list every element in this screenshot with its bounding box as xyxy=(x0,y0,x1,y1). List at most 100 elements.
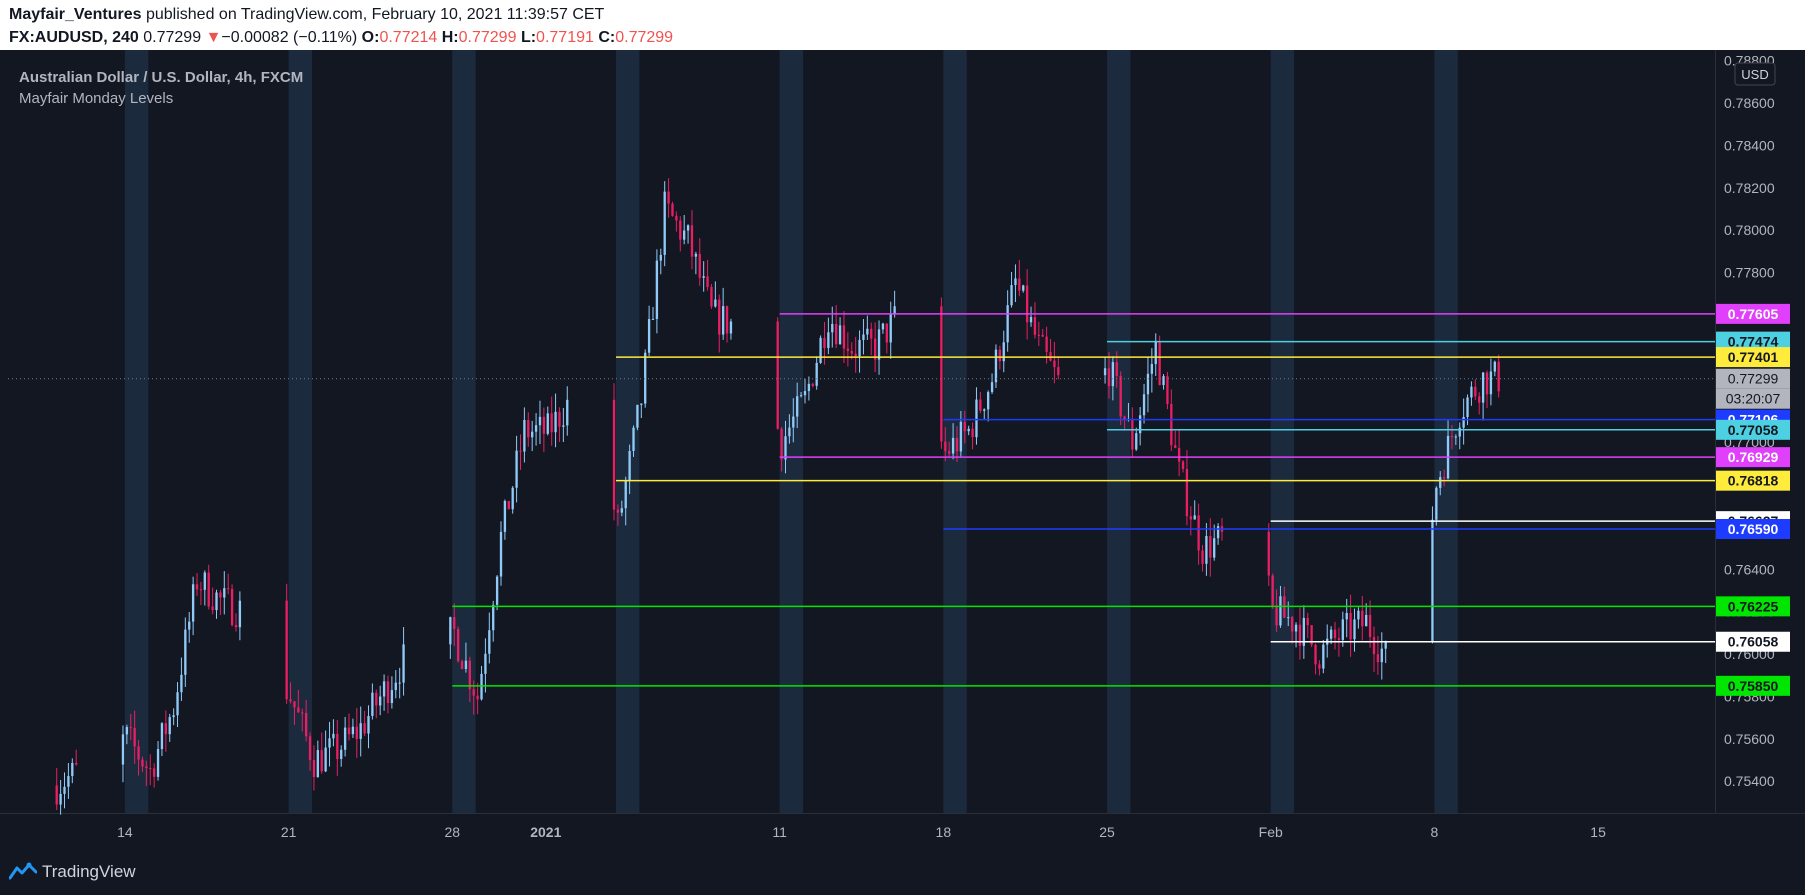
candle-up xyxy=(862,334,865,340)
candle-down xyxy=(1181,461,1185,469)
candle-up xyxy=(562,425,565,427)
candle-down xyxy=(75,763,78,765)
candle-down xyxy=(1033,317,1037,335)
candle-down xyxy=(1209,535,1212,558)
time-tick-label: 21 xyxy=(281,824,297,840)
price-tick-label: 0.78000 xyxy=(1724,222,1775,238)
open-label: O: xyxy=(361,29,380,46)
candle-up xyxy=(1135,433,1138,450)
candle-down xyxy=(1275,605,1278,626)
monday-band xyxy=(288,50,312,813)
low-label: L: xyxy=(520,29,537,46)
candle-down xyxy=(1333,629,1337,639)
candle-down xyxy=(164,723,168,735)
indicator-legend[interactable]: Mayfair Monday Levels xyxy=(19,90,173,107)
publish-info: Mayfair_Ventures published on TradingVie… xyxy=(9,6,604,24)
currency-label[interactable]: USD xyxy=(1741,67,1768,82)
countdown-label: 03:20:07 xyxy=(1726,391,1781,407)
candle-down xyxy=(149,768,152,770)
candle-up xyxy=(986,392,990,410)
candle-up xyxy=(499,531,503,577)
level-label: 0.76225 xyxy=(1728,598,1779,614)
high-label: H: xyxy=(441,29,459,46)
candle-down xyxy=(129,727,132,729)
high-value: 0.77299 xyxy=(458,29,517,46)
level-label: 0.75850 xyxy=(1728,678,1779,694)
candle-down xyxy=(468,660,471,690)
candle-down xyxy=(453,617,456,629)
candle-up xyxy=(184,629,187,675)
currency-button[interactable]: USD xyxy=(1734,62,1776,86)
candle-down xyxy=(542,416,546,434)
candle-up xyxy=(121,734,125,765)
candle-down xyxy=(823,337,826,349)
candle-down xyxy=(612,399,616,510)
candle-down xyxy=(885,323,889,343)
level-label: 0.76058 xyxy=(1728,634,1779,650)
candle-down xyxy=(211,606,214,611)
time-axis[interactable]: 14 21 28 2021 11 18 25 Feb 8 15 xyxy=(117,824,1606,840)
candle-up xyxy=(566,399,569,426)
candle-up xyxy=(59,793,62,805)
candle-up xyxy=(316,750,320,778)
candle-up xyxy=(967,428,970,432)
candle-down xyxy=(667,191,670,204)
candle-up xyxy=(1142,394,1146,416)
candle-up xyxy=(807,383,811,392)
candle-down xyxy=(507,500,510,510)
currency-button-box[interactable] xyxy=(1734,62,1776,86)
level-label-box xyxy=(1716,675,1790,696)
candle-down xyxy=(1189,516,1192,520)
level-label-box xyxy=(1716,470,1790,491)
candle-up xyxy=(390,690,394,704)
candle-up xyxy=(1146,373,1150,395)
candle-up xyxy=(63,786,66,794)
candle-up xyxy=(332,733,335,739)
tradingview-brand[interactable]: TradingView xyxy=(42,862,136,881)
candle-up xyxy=(343,727,347,750)
candle-up xyxy=(324,747,327,772)
candle-up xyxy=(495,576,499,605)
level-label: 0.77474 xyxy=(1728,334,1779,350)
candle-up xyxy=(546,413,549,434)
author-name[interactable]: Mayfair_Ventures xyxy=(9,6,142,23)
price-tick-label: 0.75400 xyxy=(1724,773,1775,789)
candle-up xyxy=(125,727,129,735)
candle-down xyxy=(1271,575,1274,606)
monday-band xyxy=(1434,50,1458,813)
candle-down xyxy=(834,323,838,345)
candle-down xyxy=(706,276,709,288)
monday-band xyxy=(1270,50,1295,813)
price-chart[interactable]: 0.754000.756000.758000.760000.762000.764… xyxy=(0,50,1805,848)
symbol-line: FX:AUDUSD, 240 0.77299 ▼−0.00082 (−0.11%… xyxy=(9,29,673,47)
countdown-box xyxy=(1716,388,1790,409)
candle-down xyxy=(301,712,304,714)
chart-legend-title: Australian Dollar / U.S. Dollar, 4h, FXC… xyxy=(19,69,303,86)
candle-up xyxy=(1454,436,1458,438)
candle-up xyxy=(721,306,725,335)
candle-down xyxy=(304,712,308,737)
candle-up xyxy=(515,450,518,488)
candle-down xyxy=(1197,515,1200,551)
candle-up xyxy=(71,763,74,777)
candle-up xyxy=(1029,317,1033,323)
time-tick-label: 2021 xyxy=(530,824,561,840)
candle-down xyxy=(854,353,857,357)
candle-up xyxy=(191,584,195,622)
candle-down xyxy=(710,287,713,307)
candle-down xyxy=(1442,477,1446,479)
candle-down xyxy=(1185,468,1189,517)
candle-down xyxy=(55,785,58,805)
candle-down xyxy=(386,681,390,704)
candle-up xyxy=(156,749,160,777)
candle-up xyxy=(1162,376,1165,385)
candle-up xyxy=(180,674,183,693)
candle-up xyxy=(975,399,978,438)
candle-down xyxy=(698,253,701,278)
monday-band xyxy=(1107,50,1131,813)
candle-down xyxy=(297,707,300,713)
candle-up xyxy=(624,481,627,509)
candle-down xyxy=(776,321,779,429)
symbol-name: FX:AUDUSD, 240 xyxy=(9,29,139,46)
tradingview-logo-icon[interactable] xyxy=(9,862,37,880)
